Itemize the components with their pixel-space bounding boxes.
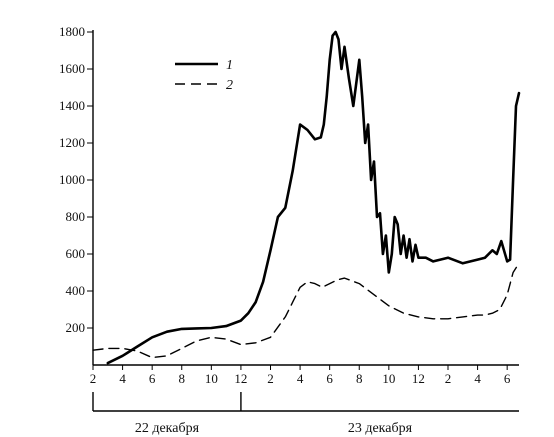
x-tick-label: 2 xyxy=(90,371,97,386)
x-tick-label: 10 xyxy=(205,371,218,386)
x-tick-label: 8 xyxy=(356,371,363,386)
x-tick-label: 8 xyxy=(179,371,186,386)
x-tick-label: 2 xyxy=(445,371,452,386)
axes xyxy=(92,30,519,366)
y-tick-label: 400 xyxy=(66,283,86,298)
x-tick-label: 10 xyxy=(382,371,395,386)
x-tick-label: 6 xyxy=(149,371,156,386)
y-tick-label: 200 xyxy=(66,320,86,335)
x-tick-label: 4 xyxy=(297,371,304,386)
y-tick-label: 800 xyxy=(66,209,86,224)
x-axis-ticks: 2 4 6 8 10 12 2 4 6 8 10 12 2 4 6 xyxy=(90,365,511,386)
legend-label-2: 2 xyxy=(226,78,233,93)
date-label-day-1: 22 декабря xyxy=(135,421,200,436)
x-tick-label: 6 xyxy=(504,371,511,386)
x-tick-label: 4 xyxy=(474,371,481,386)
x-tick-label: 2 xyxy=(267,371,274,386)
x-tick-label: 4 xyxy=(119,371,126,386)
x-tick-label: 6 xyxy=(326,371,333,386)
x-tick-label: 12 xyxy=(234,371,247,386)
y-tick-label: 1200 xyxy=(59,135,85,150)
y-axis-ticks: 200 400 600 800 1000 1200 1400 1600 1800 xyxy=(59,24,93,335)
y-tick-label: 1000 xyxy=(59,172,85,187)
series-layer xyxy=(92,30,521,365)
legend: 12 xyxy=(175,58,233,93)
series-line-2 xyxy=(92,262,520,359)
y-tick-label: 1600 xyxy=(59,61,85,76)
legend-label-1: 1 xyxy=(226,58,233,73)
y-tick-label: 1800 xyxy=(59,24,85,39)
y-tick-label: 1400 xyxy=(59,98,85,113)
x-tick-label: 12 xyxy=(412,371,425,386)
date-axis: 22 декабря 23 декабря xyxy=(92,392,519,436)
series-line-1 xyxy=(106,30,521,365)
date-label-day-2: 23 декабря xyxy=(348,421,413,436)
y-tick-label: 600 xyxy=(66,246,86,261)
